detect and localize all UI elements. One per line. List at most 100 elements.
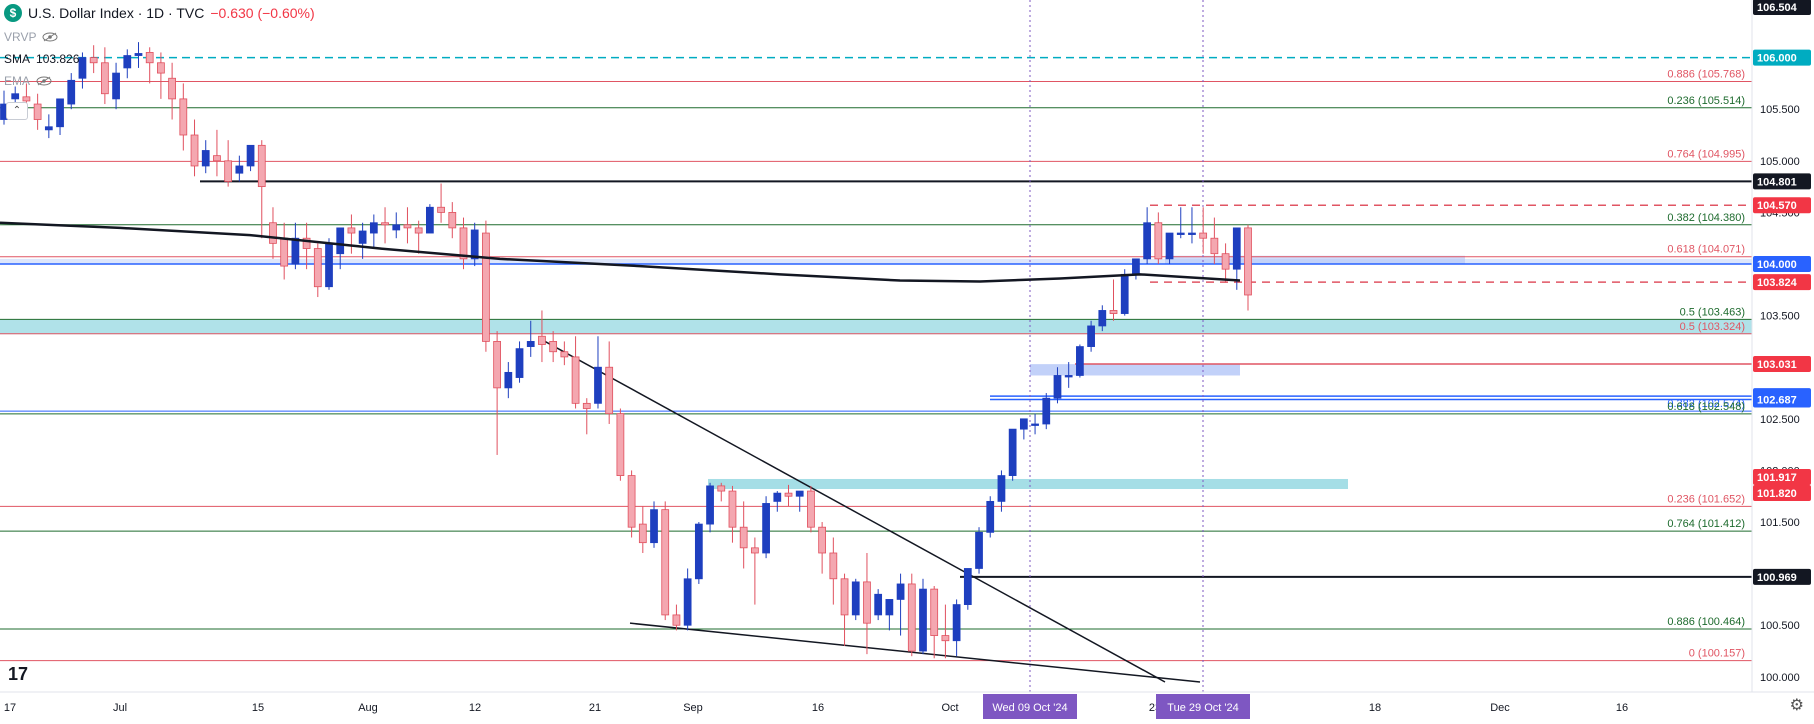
candle[interactable] [616, 413, 625, 476]
candle[interactable] [1132, 258, 1140, 275]
candle[interactable] [190, 134, 199, 167]
candle[interactable] [1154, 222, 1163, 260]
collapse-indicators-button[interactable]: ⌃ [6, 102, 28, 120]
candle[interactable] [907, 583, 916, 652]
candle[interactable] [1221, 253, 1230, 270]
candle[interactable] [437, 206, 445, 213]
candle[interactable] [112, 72, 120, 100]
candle[interactable] [1176, 232, 1185, 235]
candle[interactable] [762, 503, 770, 554]
candle[interactable] [1042, 397, 1051, 425]
candle[interactable] [269, 222, 277, 244]
candle[interactable] [67, 79, 76, 105]
candle[interactable] [235, 165, 244, 174]
candle[interactable] [885, 599, 894, 616]
candle[interactable] [930, 588, 939, 636]
candle[interactable] [224, 160, 233, 182]
candle[interactable] [807, 490, 815, 528]
candle[interactable] [1109, 310, 1118, 314]
candle[interactable] [459, 227, 468, 260]
candle[interactable] [594, 366, 602, 404]
candle[interactable] [751, 547, 759, 554]
candle[interactable] [336, 227, 345, 255]
indicator-vrvp[interactable]: VRVP [4, 30, 58, 44]
candle[interactable] [874, 593, 883, 616]
candle[interactable] [1143, 222, 1152, 260]
candle[interactable] [56, 98, 64, 128]
candle[interactable] [168, 77, 176, 100]
candle[interactable] [358, 230, 367, 244]
candle[interactable] [493, 341, 501, 389]
candle[interactable] [1031, 423, 1039, 426]
candle[interactable] [1199, 232, 1208, 239]
candle[interactable] [33, 103, 42, 120]
candle[interactable] [863, 581, 871, 624]
candle[interactable] [672, 614, 681, 626]
candle[interactable] [560, 351, 569, 358]
candle[interactable] [1188, 232, 1196, 235]
candle[interactable] [773, 492, 782, 502]
candle[interactable] [414, 227, 423, 234]
settings-gear-icon[interactable]: ⚙ [1789, 697, 1804, 714]
candle[interactable] [302, 237, 311, 249]
candle[interactable] [638, 523, 647, 544]
candle[interactable] [650, 509, 658, 544]
candle[interactable] [1098, 310, 1107, 327]
candle[interactable] [526, 341, 535, 347]
candle[interactable] [706, 485, 714, 525]
candle[interactable] [157, 62, 165, 74]
candle[interactable] [145, 52, 154, 64]
candle[interactable] [840, 578, 849, 616]
candle[interactable] [1244, 227, 1252, 296]
candle[interactable] [381, 222, 389, 226]
candle[interactable] [325, 242, 333, 288]
candle[interactable] [392, 224, 401, 231]
candle[interactable] [179, 98, 188, 136]
candle[interactable] [963, 568, 972, 605]
symbol-header[interactable]: $ U.S. Dollar Index · 1D · TVC −0.630 (−… [4, 4, 315, 22]
candle[interactable] [1076, 346, 1084, 376]
candle[interactable] [134, 53, 143, 56]
candle[interactable] [941, 635, 950, 642]
candle[interactable] [728, 490, 737, 528]
candle[interactable] [11, 93, 20, 100]
candle[interactable] [683, 578, 692, 626]
candle[interactable] [448, 212, 457, 229]
candle[interactable] [694, 523, 703, 580]
candle[interactable] [538, 335, 546, 345]
candle[interactable] [997, 475, 1006, 502]
candle[interactable] [1087, 325, 1095, 347]
candle[interactable] [515, 348, 524, 378]
candle[interactable] [369, 222, 378, 234]
candle[interactable] [100, 62, 109, 95]
candle[interactable] [44, 126, 53, 131]
candle[interactable] [347, 227, 356, 234]
candle[interactable] [1120, 273, 1129, 314]
candle[interactable] [1165, 232, 1174, 260]
candle[interactable] [1053, 375, 1062, 399]
candle[interactable] [123, 55, 132, 69]
candle[interactable] [504, 371, 513, 389]
candle[interactable] [1064, 375, 1073, 378]
candle[interactable] [22, 96, 31, 102]
candle[interactable] [482, 232, 490, 342]
eye-hidden-icon[interactable] [36, 76, 52, 86]
candle[interactable] [257, 144, 266, 188]
candle[interactable] [582, 402, 591, 409]
candle[interactable] [1019, 418, 1028, 430]
candle[interactable] [661, 509, 670, 616]
candle[interactable] [818, 526, 827, 554]
indicator-sma[interactable]: SMA 103.826 [4, 52, 79, 66]
candle[interactable] [291, 237, 300, 265]
candle[interactable] [280, 237, 289, 267]
candle[interactable] [717, 485, 726, 492]
symbol-title[interactable]: U.S. Dollar Index · 1D · TVC [28, 5, 205, 21]
candle[interactable] [919, 588, 927, 652]
candle[interactable] [975, 531, 983, 569]
candle[interactable] [896, 583, 905, 600]
candle[interactable] [246, 144, 255, 167]
candle[interactable] [425, 206, 434, 234]
candle[interactable] [795, 490, 804, 497]
